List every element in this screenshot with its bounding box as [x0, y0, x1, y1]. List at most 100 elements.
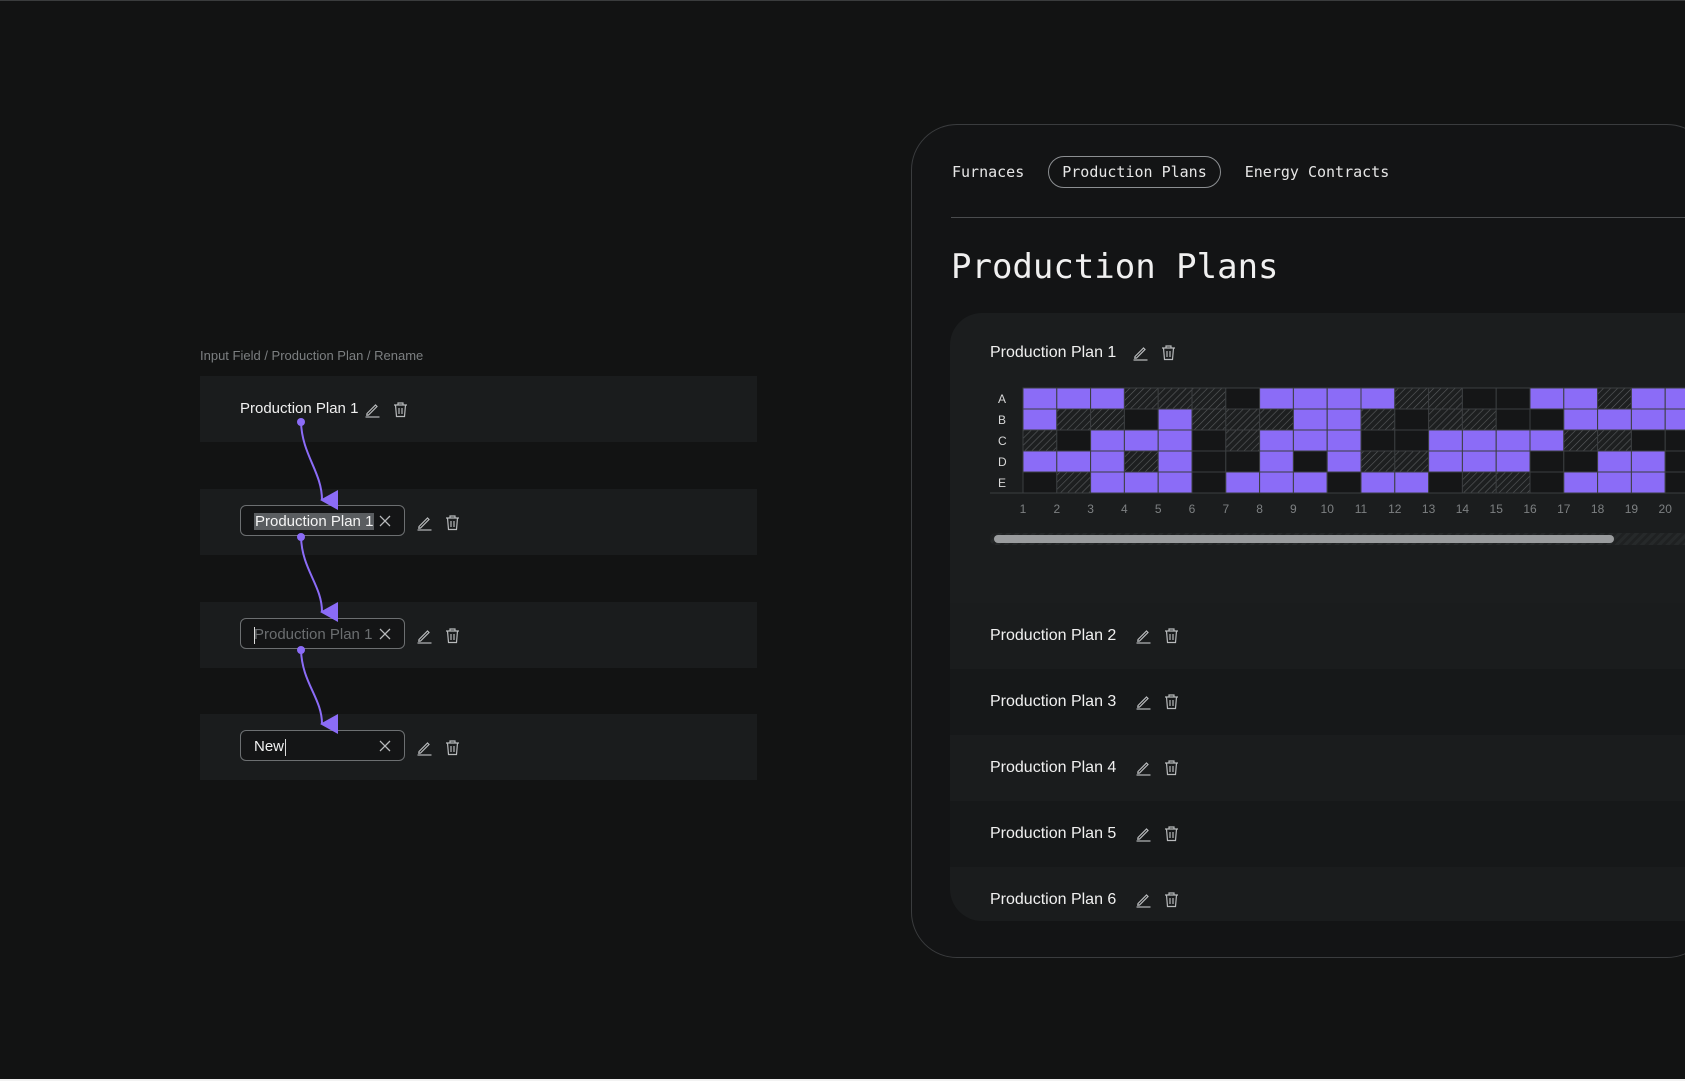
grid-cell[interactable] — [1630, 387, 1666, 410]
grid-cell[interactable] — [1563, 471, 1599, 494]
trash-icon[interactable] — [1163, 825, 1180, 842]
pencil-icon[interactable] — [1135, 693, 1152, 710]
grid-cell[interactable] — [1056, 429, 1092, 452]
pencil-icon[interactable] — [416, 514, 433, 531]
scrollbar-thumb[interactable] — [994, 535, 1614, 543]
rename-input[interactable]: Production Plan 1 — [240, 618, 405, 649]
grid-cell[interactable] — [1597, 429, 1632, 452]
pencil-icon[interactable] — [1132, 344, 1149, 361]
grid-cell[interactable] — [1495, 387, 1531, 410]
grid-cell[interactable] — [1563, 387, 1599, 410]
grid-cell[interactable] — [1056, 471, 1092, 494]
grid-cell[interactable] — [1360, 408, 1396, 431]
grid-cell[interactable] — [1191, 450, 1227, 473]
grid-cell[interactable] — [1563, 429, 1599, 452]
tab-energy-contracts[interactable]: Energy Contracts — [1244, 163, 1390, 181]
grid-cell[interactable] — [1529, 429, 1565, 452]
grid-cell[interactable] — [1428, 471, 1463, 494]
grid-cell[interactable] — [1428, 429, 1463, 452]
grid-cell[interactable] — [1225, 408, 1261, 431]
grid-cell[interactable] — [1495, 429, 1531, 452]
grid-cell[interactable] — [1259, 408, 1294, 431]
grid-cell[interactable] — [1360, 450, 1396, 473]
pencil-icon[interactable] — [1135, 891, 1152, 908]
plan-row[interactable]: Production Plan 4 — [950, 735, 1685, 801]
trash-icon[interactable] — [1163, 627, 1180, 644]
trash-icon[interactable] — [1163, 759, 1180, 776]
grid-cell[interactable] — [1123, 450, 1159, 473]
trash-icon[interactable] — [444, 739, 461, 756]
grid-cell[interactable] — [1461, 471, 1497, 494]
plan-card-expanded[interactable]: Production Plan 1 A B C D E 1 2 3 4 5 6 7 8 9 10 11 12 13… — [950, 313, 1685, 603]
grid-cell[interactable] — [1461, 387, 1497, 410]
grid-cell[interactable] — [1090, 429, 1125, 452]
grid-cell[interactable] — [1022, 471, 1058, 494]
grid-cell[interactable] — [1360, 471, 1396, 494]
trash-icon[interactable] — [1160, 344, 1177, 361]
grid-cell[interactable] — [1360, 387, 1396, 410]
grid-cell[interactable] — [1529, 471, 1565, 494]
grid-cell[interactable] — [1022, 429, 1058, 452]
grid-cell[interactable] — [1664, 450, 1685, 473]
grid-cell[interactable] — [1259, 450, 1294, 473]
grid-cell[interactable] — [1630, 429, 1666, 452]
close-icon[interactable] — [379, 515, 391, 527]
grid-cell[interactable] — [1597, 450, 1632, 473]
grid-cell[interactable] — [1157, 450, 1193, 473]
grid-cell[interactable] — [1191, 429, 1227, 452]
grid-cell[interactable] — [1495, 408, 1531, 431]
grid-cell[interactable] — [1191, 471, 1227, 494]
grid-cell[interactable] — [1326, 408, 1362, 431]
grid-cell[interactable] — [1495, 471, 1531, 494]
pencil-icon[interactable] — [364, 401, 381, 418]
grid-cell[interactable] — [1529, 450, 1565, 473]
grid-cell[interactable] — [1664, 429, 1685, 452]
plan-row[interactable]: Production Plan 3 — [950, 669, 1685, 735]
grid-cell[interactable] — [1529, 408, 1565, 431]
grid-cell[interactable] — [1225, 429, 1261, 452]
grid-cell[interactable] — [1123, 429, 1159, 452]
grid-cell[interactable] — [1428, 387, 1463, 410]
trash-icon[interactable] — [1163, 891, 1180, 908]
grid-cell[interactable] — [1225, 471, 1261, 494]
rename-input[interactable]: New — [240, 730, 405, 761]
grid-cell[interactable] — [1056, 408, 1092, 431]
grid-cell[interactable] — [1090, 408, 1125, 431]
grid-cell[interactable] — [1495, 450, 1531, 473]
grid-cell[interactable] — [1123, 471, 1159, 494]
grid-cell[interactable] — [1664, 408, 1685, 431]
grid-cell[interactable] — [1157, 429, 1193, 452]
grid-cell[interactable] — [1394, 387, 1430, 410]
grid-cell[interactable] — [1259, 471, 1294, 494]
grid-cell[interactable] — [1259, 387, 1294, 410]
grid-cell[interactable] — [1529, 387, 1565, 410]
grid-cell[interactable] — [1597, 471, 1632, 494]
grid-cell[interactable] — [1461, 450, 1497, 473]
grid-cell[interactable] — [1123, 408, 1159, 431]
grid-cell[interactable] — [1394, 429, 1430, 452]
close-icon[interactable] — [379, 740, 391, 752]
grid-cell[interactable] — [1292, 387, 1328, 410]
grid-cell[interactable] — [1157, 471, 1193, 494]
grid-cell[interactable] — [1428, 450, 1463, 473]
horizontal-scrollbar[interactable] — [990, 533, 1685, 545]
pencil-icon[interactable] — [1135, 759, 1152, 776]
grid-cell[interactable] — [1630, 450, 1666, 473]
grid-cell[interactable] — [1292, 450, 1328, 473]
grid-cell[interactable] — [1630, 471, 1666, 494]
grid-cell[interactable] — [1664, 471, 1685, 494]
plan-row[interactable]: Production Plan 5 — [950, 801, 1685, 867]
grid-cell[interactable] — [1056, 450, 1092, 473]
grid-cell[interactable] — [1597, 387, 1632, 410]
grid-cell[interactable] — [1292, 471, 1328, 494]
grid-cell[interactable] — [1326, 450, 1362, 473]
grid-cell[interactable] — [1664, 387, 1685, 410]
grid-cell[interactable] — [1461, 429, 1497, 452]
grid-cell[interactable] — [1563, 450, 1599, 473]
tab-furnaces[interactable]: Furnaces — [952, 163, 1025, 181]
grid-cell[interactable] — [1394, 450, 1430, 473]
grid-cell[interactable] — [1022, 450, 1058, 473]
grid-cell[interactable] — [1022, 408, 1058, 431]
trash-icon[interactable] — [392, 401, 409, 418]
grid-cell[interactable] — [1259, 429, 1294, 452]
